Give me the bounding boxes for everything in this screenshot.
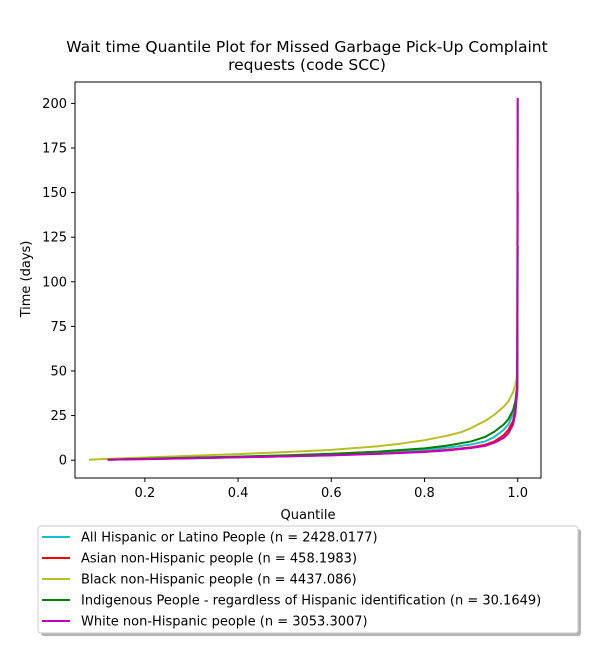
legend-label: Asian non-Hispanic people (n = 458.1983) — [81, 552, 357, 567]
series-line-1 — [107, 192, 519, 461]
legend-label: Black non-Hispanic people (n = 4437.086) — [81, 573, 357, 588]
plot-frame — [74, 81, 542, 479]
chart-title: Wait time Quantile Plot for Missed Garba… — [66, 38, 547, 74]
legend-label: Indigenous People - regardless of Hispan… — [81, 594, 541, 609]
y-tick-label: 0 — [59, 454, 67, 469]
series-line-2 — [88, 121, 519, 461]
y-tick-label: 175 — [42, 142, 67, 157]
y-axis: 0 25 50 75 100 125 150 175 200 — [42, 97, 75, 469]
x-axis-label: Quantile — [281, 508, 336, 523]
series-line-0 — [107, 99, 519, 461]
y-tick-label: 75 — [50, 320, 67, 335]
x-axis: 0.2 0.4 0.6 0.8 1.0 — [135, 478, 528, 501]
series-line-4 — [107, 98, 519, 461]
y-axis-label: Time (days) — [19, 241, 34, 319]
legend: All Hispanic or Latino People (n = 2428.… — [37, 525, 581, 636]
x-tick-label: 0.8 — [414, 486, 435, 501]
series-line-3 — [107, 246, 519, 461]
plot-lines — [88, 98, 519, 461]
y-tick-label: 200 — [42, 97, 67, 112]
x-tick-label: 1.0 — [507, 486, 528, 501]
legend-label: All Hispanic or Latino People (n = 2428.… — [81, 531, 378, 546]
chart-title-line-2: requests (code SCC) — [228, 56, 386, 74]
y-tick-label: 50 — [50, 364, 67, 379]
legend-label: White non-Hispanic people (n = 3053.3007… — [81, 615, 368, 630]
legend-entries: All Hispanic or Latino People (n = 2428.… — [42, 531, 541, 630]
chart-title-line-1: Wait time Quantile Plot for Missed Garba… — [66, 38, 547, 56]
y-tick-label: 150 — [42, 186, 67, 201]
x-tick-label: 0.4 — [228, 486, 249, 501]
y-tick-label: 25 — [50, 409, 67, 424]
y-tick-label: 125 — [42, 231, 67, 246]
x-tick-label: 0.2 — [135, 486, 156, 501]
legend-box — [37, 525, 579, 634]
y-tick-label: 100 — [42, 275, 67, 290]
x-tick-label: 0.6 — [321, 486, 342, 501]
